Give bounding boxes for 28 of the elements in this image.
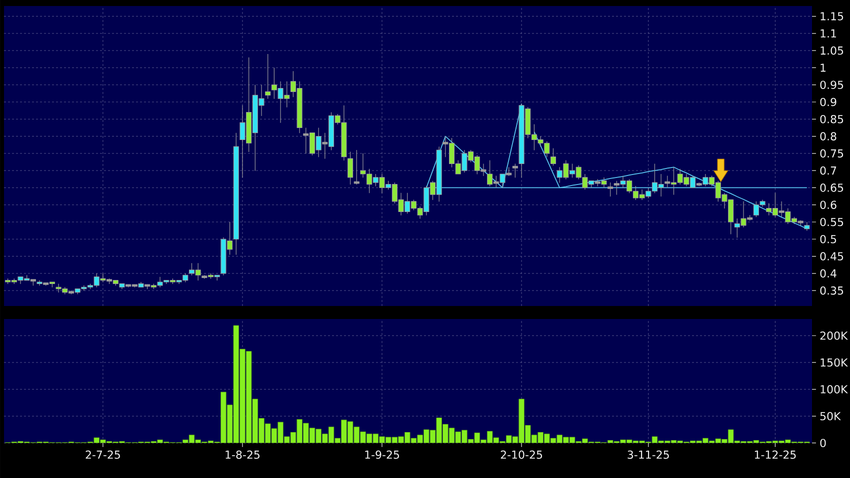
y-tick-label: 0.45 (820, 252, 844, 260)
x-tick-label: 1-9-25 (365, 450, 400, 459)
y-tick-label: 0.55 (820, 218, 844, 226)
y-tick-label: 0.65 (820, 184, 844, 192)
x-tick-label: 3-11-25 (628, 450, 669, 459)
y-tick-label: 1 (820, 64, 826, 72)
x-tick-label: 2-10-25 (500, 450, 542, 459)
y-tick-label: 0.95 (820, 80, 844, 90)
y-tick-label: 0.4 (820, 269, 836, 278)
y-tick-label: 200K (820, 331, 848, 340)
y-tick-label: 0.6 (820, 200, 836, 210)
y-tick-label: 0.35 (820, 286, 844, 295)
y-tick-label: 0.9 (820, 98, 836, 106)
x-tick-label: 1-8-25 (226, 450, 260, 459)
y-tick-label: 0.5 (820, 234, 836, 244)
x-tick-label: 1-12-25 (754, 450, 796, 459)
x-tick-label: 2-7-25 (86, 450, 120, 459)
y-tick-label: 100K (820, 385, 848, 394)
y-tick-label: 0.7 (820, 166, 836, 175)
y-tick-label: 0 (820, 438, 826, 448)
y-tick-label: 1.15 (820, 12, 844, 20)
y-tick-label: 0.75 (820, 149, 844, 158)
y-tick-label: 1.05 (820, 46, 844, 55)
y-tick-label: 0.8 (820, 132, 836, 140)
y-tick-label: 0.85 (820, 114, 844, 124)
y-tick-label: 1.1 (820, 29, 836, 38)
y-tick-label: 50K (820, 412, 841, 420)
y-tick-label: 150K (820, 358, 848, 367)
